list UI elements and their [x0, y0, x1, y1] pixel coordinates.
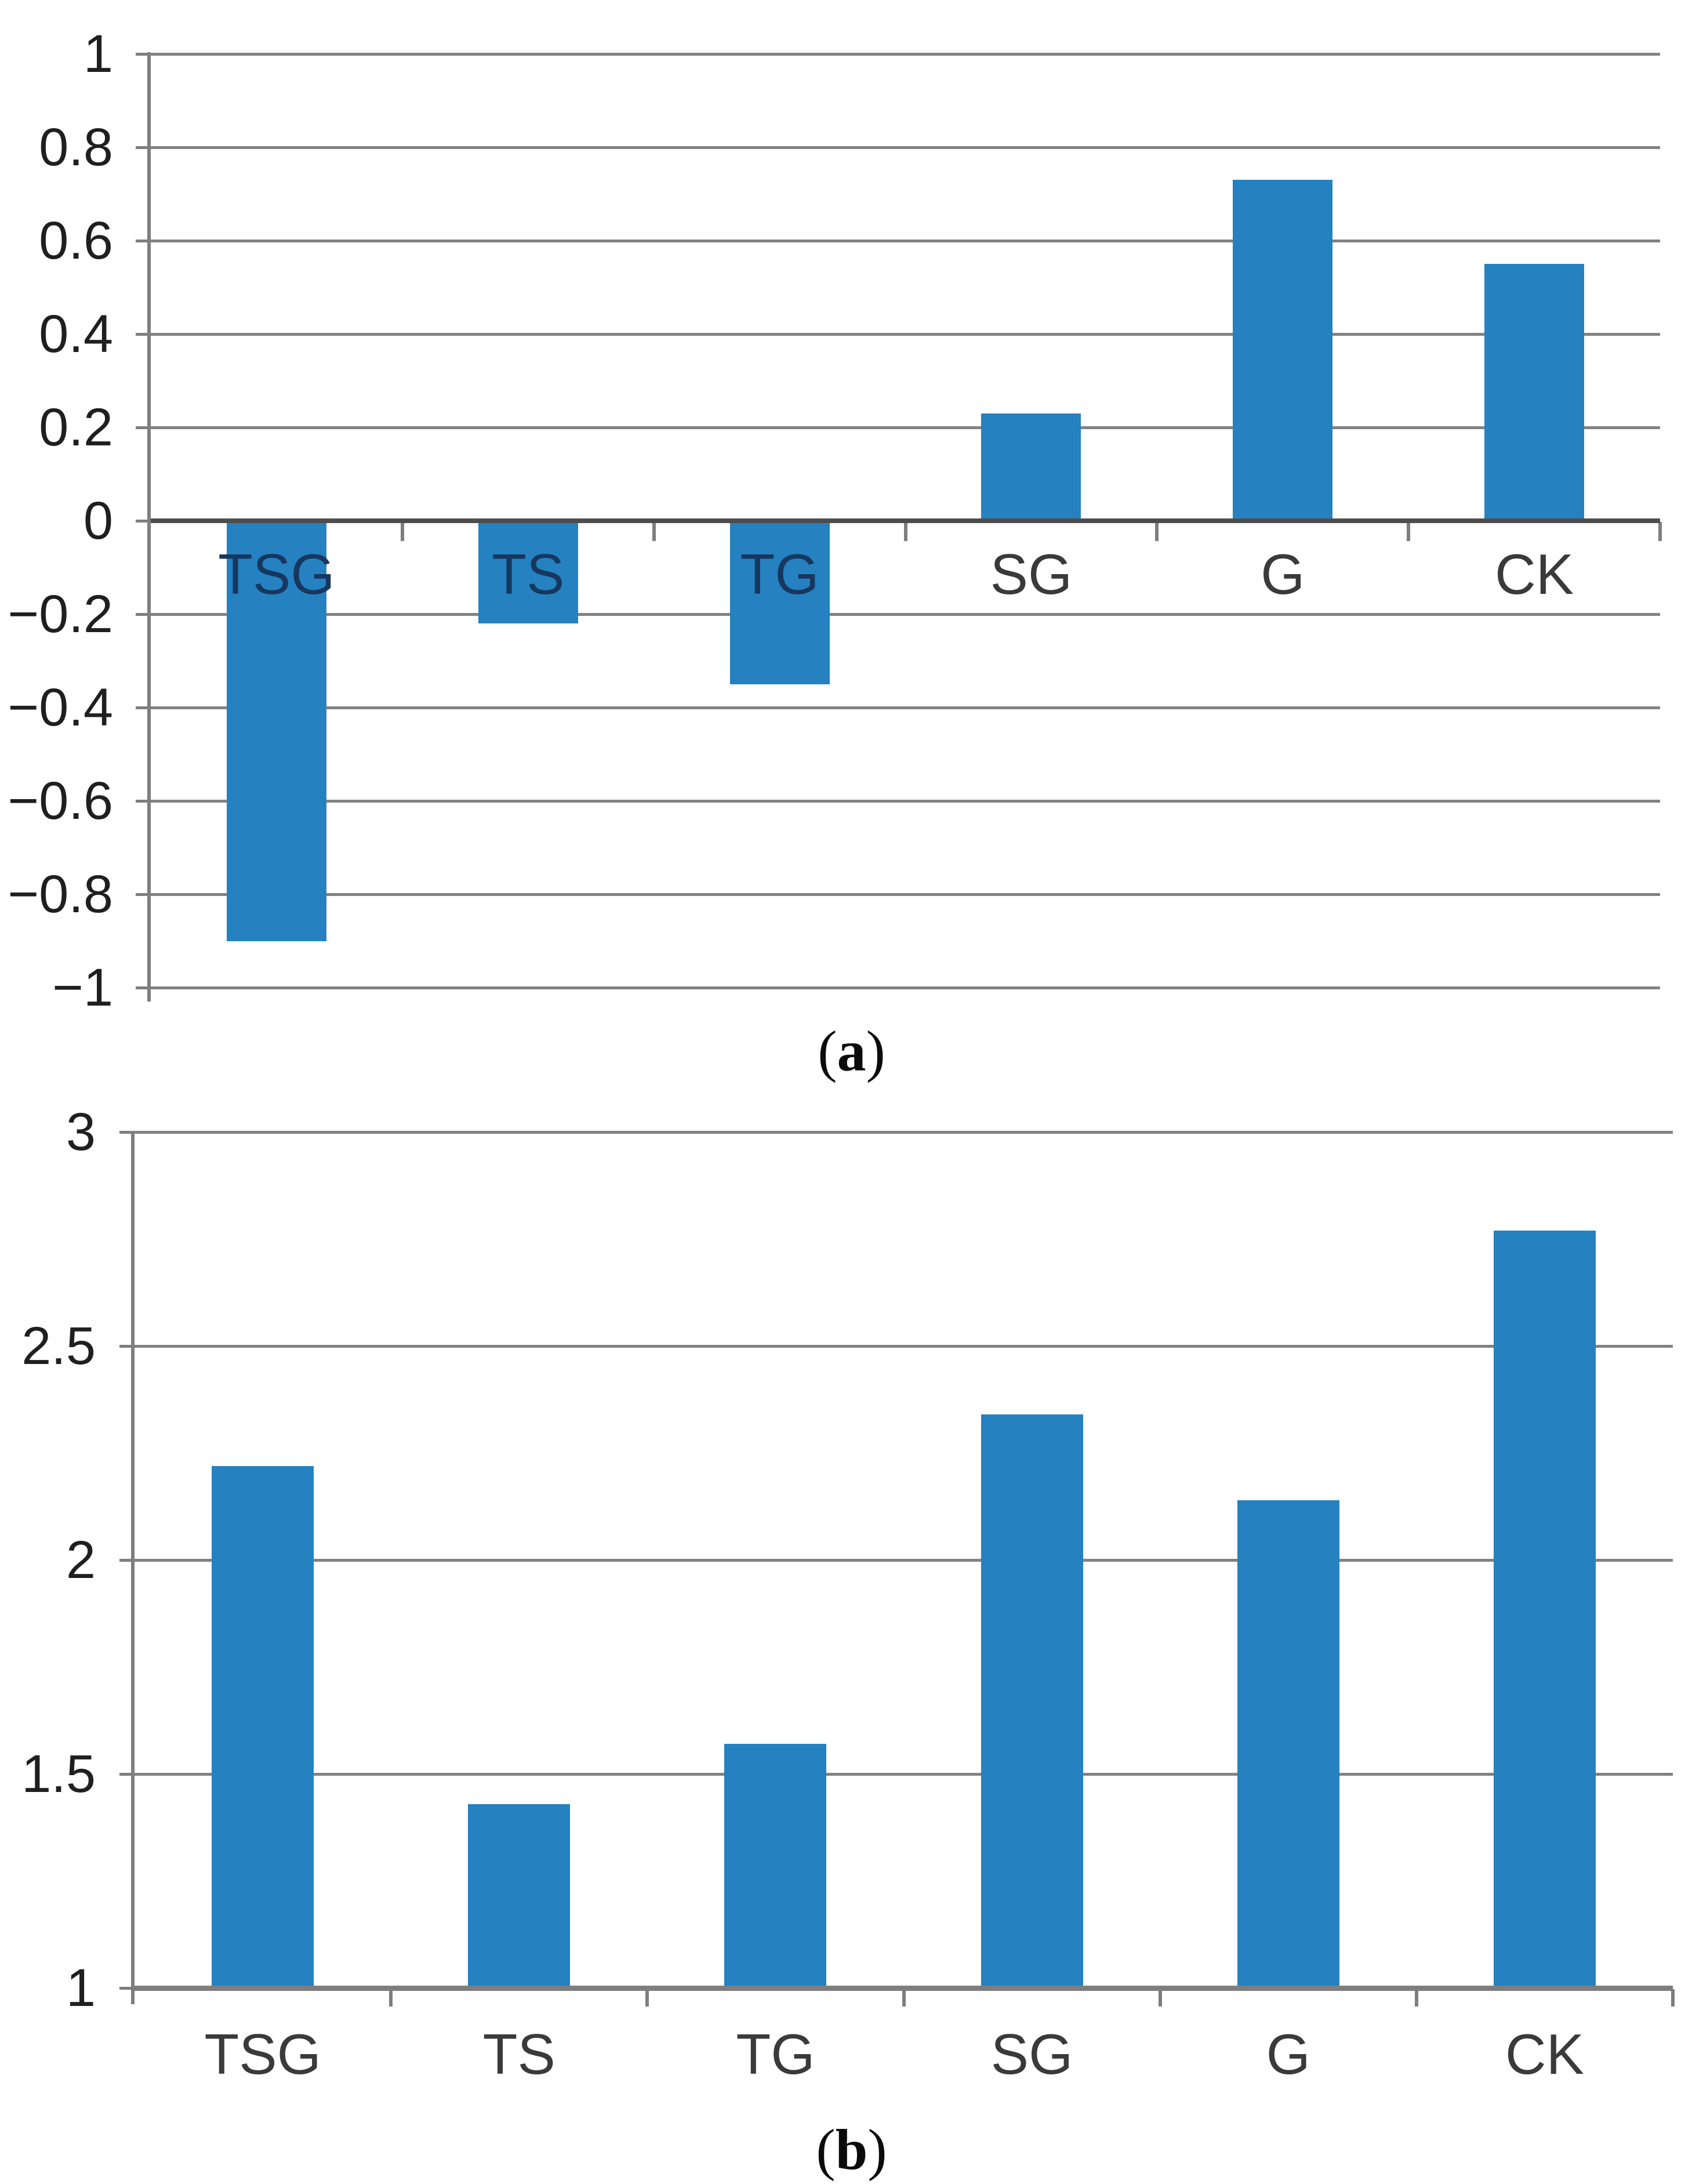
category-label-TS: TS [482, 2022, 555, 2086]
y-axis-tick [136, 332, 151, 336]
x-axis-tick [389, 1989, 393, 2007]
bar-TS [468, 1804, 571, 1988]
gridline [151, 426, 1660, 429]
x-axis-tick [902, 1989, 906, 2007]
y-axis-line [147, 52, 151, 1002]
y-axis-tick [136, 519, 151, 523]
bar-CK [1493, 1230, 1596, 1988]
x-axis-tick [652, 522, 656, 541]
x-axis-tick [645, 1989, 649, 2007]
gridline [151, 612, 1660, 616]
caption-a-open-paren: ( [818, 1019, 837, 1083]
gridline [151, 239, 1660, 242]
y-axis-tick [136, 52, 151, 56]
y-axis-tick [136, 893, 151, 896]
caption-b-open-paren: ( [816, 2117, 836, 2182]
category-label-TG: TG [740, 542, 819, 606]
x-axis-tick [903, 522, 907, 541]
category-label-TSG: TSG [204, 2022, 321, 2086]
y-axis-line [131, 1131, 135, 2004]
y-tick-label: 0 [83, 491, 113, 550]
gridline [151, 146, 1660, 149]
gridline [151, 799, 1660, 803]
y-tick-label: −0.4 [8, 678, 113, 737]
y-tick-label: 3 [66, 1102, 96, 1162]
y-tick-label: 2.5 [21, 1316, 96, 1376]
gridline [151, 706, 1660, 709]
category-label-TSG: TSG [218, 542, 335, 606]
category-label-TG: TG [736, 2022, 815, 2086]
category-label-SG: SG [990, 542, 1073, 606]
x-axis-tick [1414, 1989, 1418, 2007]
caption-b-close-paren: ) [867, 2117, 887, 2182]
bar-CK [1484, 264, 1585, 521]
y-axis-tick [119, 1986, 135, 1990]
gridline [151, 52, 1660, 56]
category-label-TS: TS [492, 542, 565, 606]
zero-axis-line [151, 518, 1660, 523]
gridline [135, 1130, 1673, 1134]
y-tick-label: 0.8 [39, 118, 113, 177]
y-tick-label: 1.5 [21, 1744, 96, 1804]
y-tick-label: 0.2 [39, 398, 113, 457]
gridline [151, 332, 1660, 336]
caption-b: (b) [0, 2118, 1703, 2182]
bar-SG [981, 1414, 1083, 1988]
gridline [135, 1344, 1673, 1348]
bar-TG [724, 1744, 827, 1988]
bar-G [1237, 1500, 1339, 1988]
gridline [151, 893, 1660, 896]
y-tick-label: −0.2 [8, 585, 113, 644]
y-axis-tick [119, 1130, 135, 1134]
bar-TSG [212, 1465, 314, 1988]
x-axis-tick [1658, 522, 1662, 541]
gridline [135, 1558, 1673, 1562]
category-label-CK: CK [1495, 542, 1574, 606]
x-axis-tick [1155, 522, 1159, 541]
category-label-G: G [1266, 2022, 1310, 2086]
y-tick-label: −0.8 [8, 865, 113, 924]
gridline [151, 986, 1660, 989]
x-axis-tick [1158, 1989, 1162, 2007]
y-axis-tick [136, 146, 151, 149]
y-tick-label: −1 [52, 958, 113, 1017]
y-axis-tick [136, 986, 151, 989]
gridline [135, 1772, 1673, 1776]
y-tick-label: 0.6 [39, 211, 113, 270]
caption-b-letter: b [835, 2117, 868, 2182]
y-axis-tick [136, 706, 151, 709]
bar-G [1233, 180, 1333, 521]
bar-TG [729, 521, 830, 684]
caption-a: (a) [0, 1020, 1703, 1083]
x-axis-line [135, 1985, 1673, 1991]
y-tick-label: 1 [66, 1958, 96, 2018]
y-axis-tick [136, 426, 151, 429]
y-axis-tick [119, 1558, 135, 1562]
bar-TSG [226, 521, 326, 941]
y-axis-tick [136, 239, 151, 242]
category-label-SG: SG [990, 2022, 1073, 2086]
y-axis-tick [119, 1772, 135, 1776]
y-axis-tick [136, 612, 151, 616]
caption-a-letter: a [837, 1019, 866, 1083]
category-label-G: G [1261, 542, 1305, 606]
y-tick-label: −0.6 [8, 771, 113, 830]
bar-SG [981, 413, 1081, 521]
x-axis-tick [400, 522, 404, 541]
y-tick-label: 1 [83, 24, 113, 84]
category-label-CK: CK [1505, 2022, 1584, 2086]
x-axis-tick [1671, 1989, 1675, 2007]
y-axis-tick [136, 799, 151, 803]
y-tick-label: 2 [66, 1530, 96, 1590]
caption-a-close-paren: ) [866, 1019, 885, 1083]
y-tick-label: 0.4 [39, 304, 113, 364]
y-axis-tick [119, 1344, 135, 1348]
x-axis-tick [1407, 522, 1411, 541]
bar-TS [478, 521, 578, 624]
